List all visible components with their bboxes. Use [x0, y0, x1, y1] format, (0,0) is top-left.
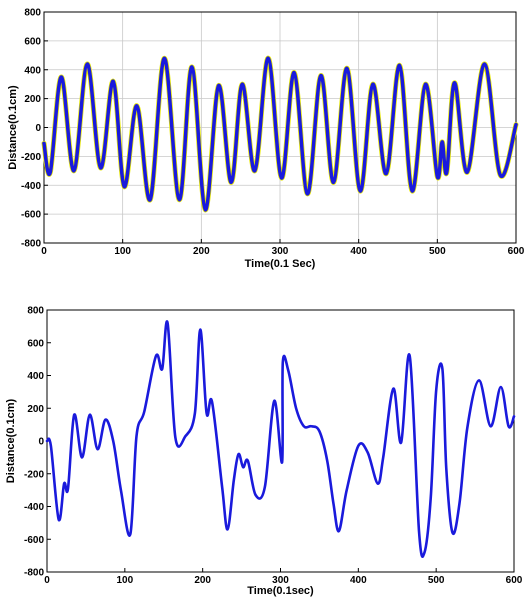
chart-bottom: 0 100 200 300 400 500 600 -800 -600 -400 -200 0 200 4… — [0, 296, 524, 597]
series-line-0 — [42, 56, 518, 212]
y-tick-label: -600 — [24, 535, 44, 546]
x-tick-label: 100 — [114, 246, 131, 257]
x-tick-label: 200 — [193, 246, 210, 257]
x-axis-label: Time(0.1sec) — [247, 585, 314, 597]
y-axis-label: Distance(0.1cm) — [5, 398, 17, 483]
y-tick-label: 600 — [24, 36, 41, 47]
x-tick-label: 500 — [429, 246, 446, 257]
x-axis-label: Time(0.1 Sec) — [245, 258, 316, 270]
y-tick-label: -800 — [24, 568, 44, 579]
y-tick-label: 0 — [38, 437, 44, 448]
y-tick-label: -800 — [21, 239, 41, 250]
y-tick-label: 800 — [27, 306, 44, 317]
y-tick-label: -200 — [24, 469, 44, 480]
x-tick-label: 600 — [506, 575, 523, 586]
y-tick-label: 0 — [35, 123, 41, 134]
y-tick-label: 400 — [24, 65, 41, 76]
x-tick-label: 300 — [272, 246, 289, 257]
y-tick-label: 600 — [27, 338, 44, 349]
y-tick-label: -600 — [21, 210, 41, 221]
chart-bottom-svg: 0 100 200 300 400 500 600 -800 -600 -400 -200 0 200 4… — [5, 306, 523, 597]
y-tick-label: 400 — [27, 371, 44, 382]
x-tick-label: 400 — [350, 575, 367, 586]
series-line-0 — [45, 320, 516, 558]
y-tick-label: -400 — [21, 181, 41, 192]
x-tick-label: 500 — [428, 575, 445, 586]
y-tick-label: 800 — [24, 8, 41, 19]
x-tick-label: 0 — [44, 575, 50, 586]
x-tick-label: 300 — [272, 575, 289, 586]
x-tick-label: 100 — [116, 575, 133, 586]
chart-top-svg: 0 100 200 300 400 500 600 -800 -600 -400 -200 0 200 4… — [7, 8, 524, 271]
y-tick-label: -400 — [24, 502, 44, 513]
y-tick-label: -200 — [21, 152, 41, 163]
y-axis-label: Distance(0.1cm) — [7, 85, 19, 170]
y-tick-label: 200 — [27, 404, 44, 415]
chart-top: 0 100 200 300 400 500 600 -800 -600 -400 -200 0 200 4… — [0, 0, 524, 275]
x-tick-label: 200 — [194, 575, 211, 586]
y-tick-label: 200 — [24, 94, 41, 105]
x-tick-label: 600 — [508, 246, 524, 257]
x-tick-label: 400 — [350, 246, 367, 257]
x-tick-label: 0 — [41, 246, 47, 257]
